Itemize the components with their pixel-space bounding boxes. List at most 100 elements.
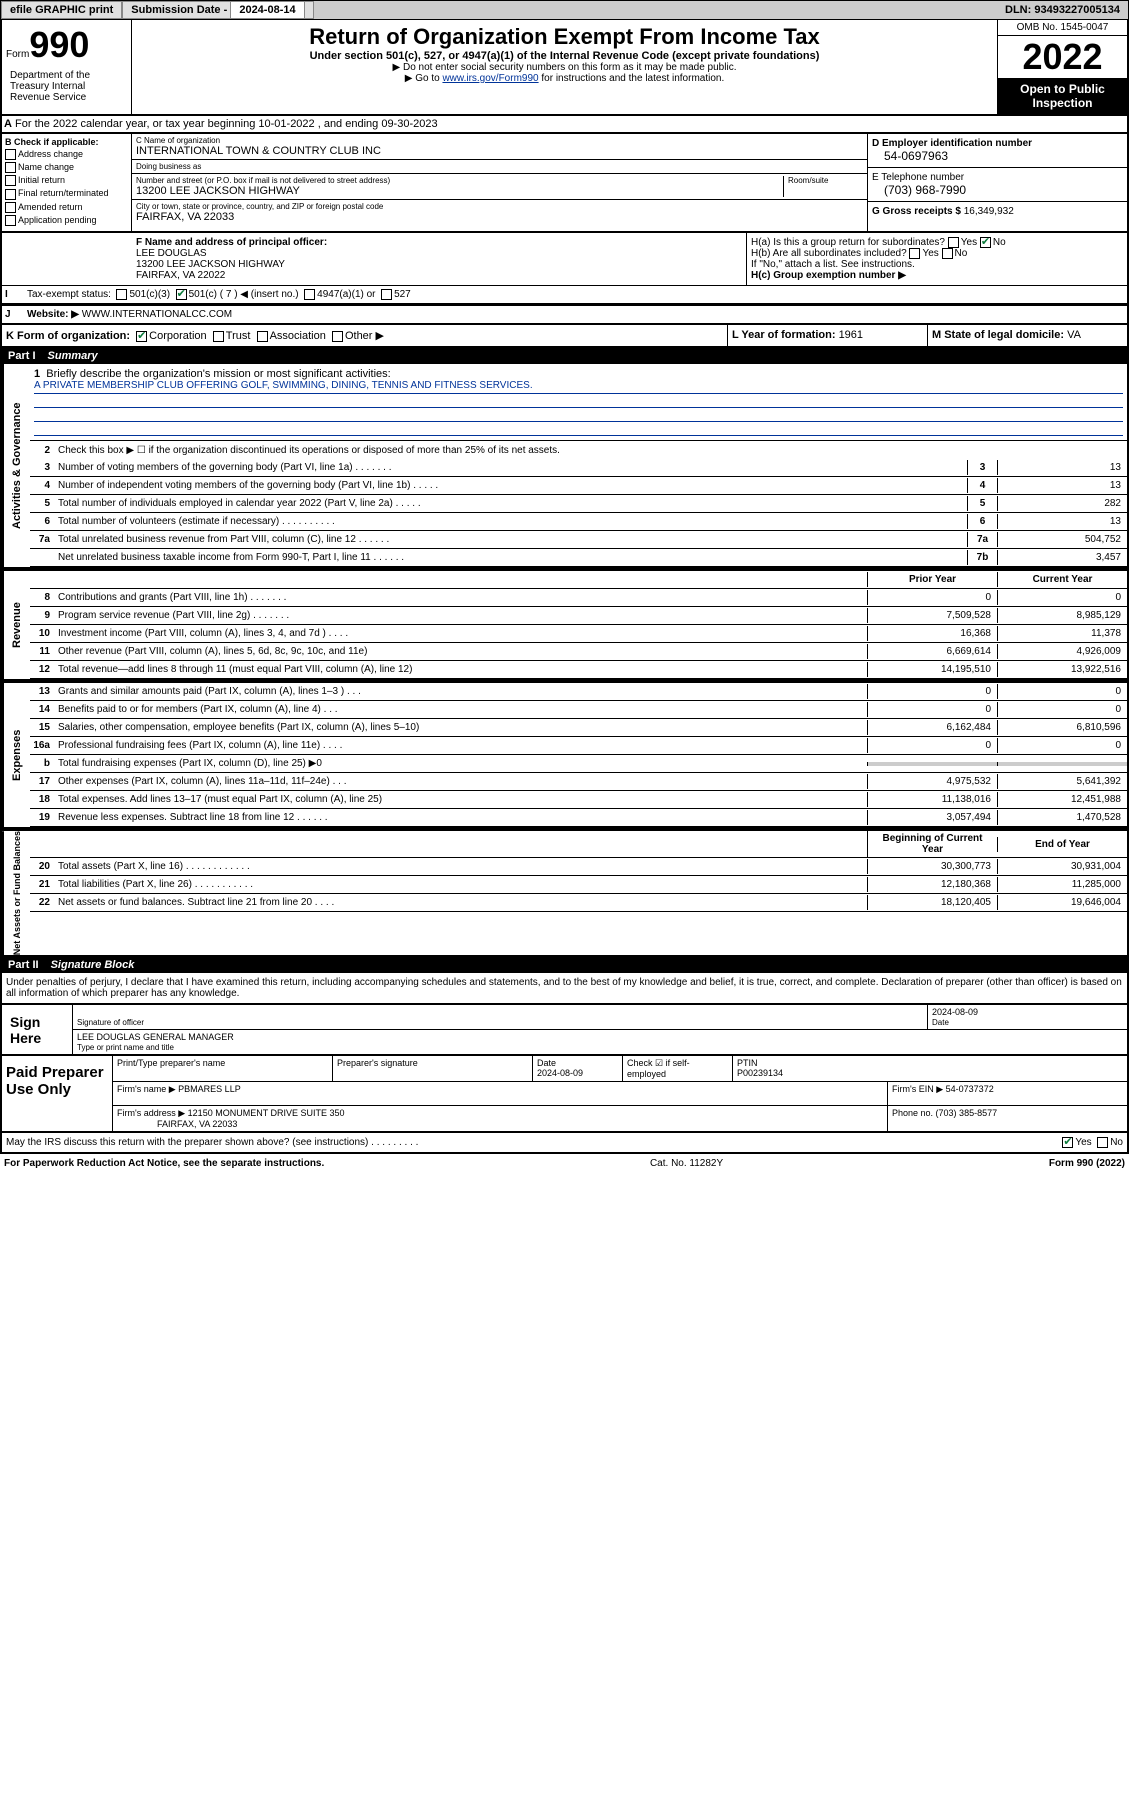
form-word: Form <box>6 49 29 60</box>
table-row: 12Total revenue—add lines 8 through 11 (… <box>30 661 1127 679</box>
firm-name: PBMARES LLP <box>178 1084 241 1094</box>
row-j-website: J Website: ▶ WWW.INTERNATIONALCC.COM <box>0 305 1129 325</box>
checkbox-corporation[interactable] <box>136 331 147 342</box>
expenses-section: Expenses 13Grants and similar amounts pa… <box>0 681 1129 829</box>
revenue-label: Revenue <box>2 571 30 679</box>
website: WWW.INTERNATIONALCC.COM <box>82 309 232 320</box>
gross-label: G Gross receipts $ <box>872 206 964 217</box>
mission-row: 1 Briefly describe the organization's mi… <box>30 364 1127 441</box>
table-row: 6Total number of volunteers (estimate if… <box>30 513 1127 531</box>
checkbox-application-pending[interactable] <box>5 215 16 226</box>
irs-link[interactable]: www.irs.gov/Form990 <box>442 73 538 84</box>
checkbox-name-change[interactable] <box>5 162 16 173</box>
omb-number: OMB No. 1545-0047 <box>998 20 1127 36</box>
table-row: 16aProfessional fundraising fees (Part I… <box>30 737 1127 755</box>
column-h: H(a) Is this a group return for subordin… <box>747 233 1127 285</box>
governance-section: Activities & Governance 1 Briefly descri… <box>0 364 1129 569</box>
part-1-header: Part I Summary <box>0 348 1129 364</box>
sign-date-cell: 2024-08-09Date <box>927 1005 1127 1029</box>
end-year-header: End of Year <box>997 837 1127 852</box>
checkbox-amended-return[interactable] <box>5 202 16 213</box>
netassets-section: Net Assets or Fund Balances Beginning of… <box>0 829 1129 957</box>
checkbox-discuss-no[interactable] <box>1097 1137 1108 1148</box>
current-year-header: Current Year <box>997 572 1127 587</box>
checkbox-501c3[interactable] <box>116 289 127 300</box>
top-bar: efile GRAPHIC print Submission Date - 20… <box>0 0 1129 20</box>
state-domicile: VA <box>1067 329 1081 341</box>
line-2: Check this box ▶ ☐ if the organization d… <box>54 443 1127 458</box>
officer-addr2: FAIRFAX, VA 22022 <box>136 270 742 281</box>
table-row: 15Salaries, other compensation, employee… <box>30 719 1127 737</box>
form-number-box: Form990 Department of the Treasury Inter… <box>2 20 132 114</box>
checkbox-501c[interactable] <box>176 289 187 300</box>
section-fgh: F Name and address of principal officer:… <box>0 233 1129 285</box>
firm-addr: 12150 MONUMENT DRIVE SUITE 350 <box>188 1108 345 1118</box>
signature-intro: Under penalties of perjury, I declare th… <box>0 973 1129 1005</box>
table-row: 9Program service revenue (Part VIII, lin… <box>30 607 1127 625</box>
firm-ein: 54-0737372 <box>946 1084 994 1094</box>
table-row: 11Other revenue (Part VIII, column (A), … <box>30 643 1127 661</box>
checkbox-ha-no[interactable] <box>980 237 991 248</box>
checkbox-hb-no[interactable] <box>942 248 953 259</box>
checkbox-association[interactable] <box>257 331 268 342</box>
ein-label: D Employer identification number <box>872 138 1032 149</box>
officer-name: LEE DOUGLAS <box>136 248 742 259</box>
firm-phone: (703) 385-8577 <box>936 1108 998 1118</box>
governance-label: Activities & Governance <box>2 364 30 567</box>
row-k-l: K Form of organization: Corporation Trus… <box>0 325 1129 348</box>
checkbox-final-return[interactable] <box>5 189 16 200</box>
submission-date-label: Submission Date - 2024-08-14 <box>122 1 313 19</box>
sign-here-label: Sign Here <box>2 1005 72 1054</box>
subtitle-2: ▶ Do not enter social security numbers o… <box>136 62 993 73</box>
street: 13200 LEE JACKSON HIGHWAY <box>136 185 783 197</box>
subtitle-1: Under section 501(c), 527, or 4947(a)(1)… <box>136 50 993 62</box>
phone-label: E Telephone number <box>872 172 964 183</box>
table-row: 21Total liabilities (Part X, line 26) . … <box>30 876 1127 894</box>
room-label: Room/suite <box>788 176 863 185</box>
page-footer: For Paperwork Reduction Act Notice, see … <box>0 1154 1129 1173</box>
table-row: Net unrelated business taxable income fr… <box>30 549 1127 567</box>
checkbox-other[interactable] <box>332 331 343 342</box>
ein: 54-0697963 <box>872 149 1123 163</box>
table-row: 20Total assets (Part X, line 16) . . . .… <box>30 858 1127 876</box>
inspection-label: Open to Public Inspection <box>998 78 1127 114</box>
officer-name-cell: LEE DOUGLAS GENERAL MANAGERType or print… <box>72 1030 1127 1054</box>
officer-addr1: 13200 LEE JACKSON HIGHWAY <box>136 259 742 270</box>
table-row: 14Benefits paid to or for members (Part … <box>30 701 1127 719</box>
mission-text: A PRIVATE MEMBERSHIP CLUB OFFERING GOLF,… <box>34 380 1123 394</box>
paid-preparer-block: Paid Preparer Use Only Print/Type prepar… <box>0 1056 1129 1133</box>
dba-label: Doing business as <box>136 162 863 171</box>
city-label: City or town, state or province, country… <box>136 202 863 211</box>
department: Department of the Treasury Internal Reve… <box>6 66 127 107</box>
checkbox-4947[interactable] <box>304 289 315 300</box>
column-d: D Employer identification number54-06979… <box>867 134 1127 231</box>
revenue-section: Revenue Prior YearCurrent Year 8Contribu… <box>0 569 1129 681</box>
checkbox-address-change[interactable] <box>5 149 16 160</box>
table-row: 22Net assets or fund balances. Subtract … <box>30 894 1127 912</box>
expenses-label: Expenses <box>2 683 30 827</box>
year-box: OMB No. 1545-0047 2022 Open to Public In… <box>997 20 1127 114</box>
subtitle-3: ▶ Go to www.irs.gov/Form990 for instruct… <box>136 73 993 84</box>
netassets-label: Net Assets or Fund Balances <box>2 831 30 955</box>
irs-discuss-row: May the IRS discuss this return with the… <box>0 1133 1129 1154</box>
table-row: 18Total expenses. Add lines 13–17 (must … <box>30 791 1127 809</box>
checkbox-hb-yes[interactable] <box>909 248 920 259</box>
table-row: 5Total number of individuals employed in… <box>30 495 1127 513</box>
officer-signature-cell: Signature of officer <box>72 1005 927 1029</box>
title-box: Return of Organization Exempt From Incom… <box>132 20 997 114</box>
row-a-tax-year: A For the 2022 calendar year, or tax yea… <box>0 116 1129 134</box>
submission-date-value: 2024-08-14 <box>230 1 304 19</box>
checkbox-ha-yes[interactable] <box>948 237 959 248</box>
table-row: 10Investment income (Part VIII, column (… <box>30 625 1127 643</box>
checkbox-discuss-yes[interactable] <box>1062 1137 1073 1148</box>
org-name: INTERNATIONAL TOWN & COUNTRY CLUB INC <box>136 145 863 157</box>
checkbox-527[interactable] <box>381 289 392 300</box>
checkbox-trust[interactable] <box>213 331 224 342</box>
efile-print-button[interactable]: efile GRAPHIC print <box>1 1 122 19</box>
street-label: Number and street (or P.O. box if mail i… <box>136 176 783 185</box>
checkbox-initial-return[interactable] <box>5 175 16 186</box>
gross-receipts: 16,349,932 <box>964 206 1014 217</box>
city: FAIRFAX, VA 22033 <box>136 211 863 223</box>
phone: (703) 968-7990 <box>872 183 1123 197</box>
table-row: 8Contributions and grants (Part VIII, li… <box>30 589 1127 607</box>
